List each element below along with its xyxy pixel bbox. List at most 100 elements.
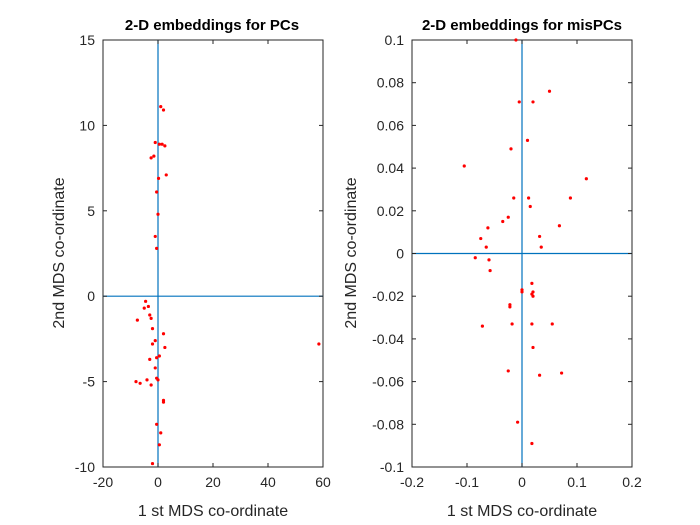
data-point bbox=[539, 245, 543, 249]
y-tick-label: 10 bbox=[79, 117, 95, 133]
data-point bbox=[317, 342, 321, 346]
data-point bbox=[153, 234, 157, 239]
y-tick-label: -0.02 bbox=[372, 288, 404, 304]
data-point bbox=[514, 38, 518, 42]
data-point bbox=[152, 154, 156, 158]
data-point bbox=[560, 371, 564, 375]
data-point bbox=[538, 373, 542, 377]
data-point bbox=[155, 190, 159, 194]
data-point bbox=[163, 345, 167, 350]
data-point bbox=[510, 322, 514, 326]
x-tick-label: -20 bbox=[93, 474, 113, 490]
data-point bbox=[159, 431, 163, 435]
data-point bbox=[527, 196, 531, 200]
data-point bbox=[509, 147, 513, 151]
data-point bbox=[150, 327, 155, 331]
data-point bbox=[520, 290, 524, 294]
y-tick-label: -10 bbox=[75, 459, 95, 475]
data-point bbox=[531, 345, 535, 350]
data-point bbox=[149, 316, 153, 321]
axis-ticks: -20 0 20 40 60 -10 -5 0 5 10 15 bbox=[75, 32, 331, 490]
y-tick-label: -5 bbox=[83, 374, 96, 390]
data-point bbox=[144, 299, 148, 303]
data-point bbox=[161, 332, 166, 336]
data-points bbox=[134, 105, 321, 466]
chart-panel-pcs: 2-D embeddings for PCs -20 0 20 40 60 -10 -5 0 5… bbox=[51, 17, 331, 520]
x-tick-label: 0 bbox=[518, 474, 526, 490]
data-point bbox=[517, 100, 521, 104]
data-point bbox=[163, 144, 167, 148]
x-tick-label: 0 bbox=[154, 474, 162, 490]
data-point bbox=[155, 356, 159, 360]
x-tick-label: -0.2 bbox=[400, 474, 424, 490]
data-point bbox=[153, 140, 157, 145]
x-axis-label: 1 st MDS co-ordinate bbox=[447, 503, 597, 520]
y-tick-label: 0.1 bbox=[385, 32, 405, 48]
data-point bbox=[148, 313, 152, 317]
data-point bbox=[462, 164, 466, 168]
data-point bbox=[506, 369, 510, 373]
data-point bbox=[547, 89, 552, 93]
data-point bbox=[538, 234, 542, 239]
x-tick-label: 40 bbox=[260, 474, 276, 490]
data-points bbox=[462, 38, 588, 446]
x-tick-label: 20 bbox=[205, 474, 221, 490]
data-point bbox=[164, 173, 168, 177]
y-tick-label: 0.08 bbox=[377, 75, 404, 91]
data-point bbox=[153, 366, 157, 370]
data-point bbox=[525, 138, 530, 142]
data-point bbox=[159, 105, 163, 109]
y-tick-label: 0.06 bbox=[377, 117, 404, 133]
data-point bbox=[473, 256, 477, 260]
data-point bbox=[550, 322, 554, 326]
data-point bbox=[135, 318, 139, 322]
data-point bbox=[145, 378, 149, 382]
data-point bbox=[156, 212, 160, 216]
data-point bbox=[480, 324, 484, 328]
data-point bbox=[506, 215, 510, 219]
data-point bbox=[157, 354, 161, 358]
data-point bbox=[156, 176, 161, 180]
data-point bbox=[157, 443, 161, 447]
x-tick-label: 60 bbox=[315, 474, 331, 490]
data-point bbox=[161, 108, 166, 112]
y-tick-label: 0.04 bbox=[377, 160, 404, 176]
x-axis-label: 1 st MDS co-ordinate bbox=[138, 503, 288, 520]
y-tick-label: -0.04 bbox=[372, 331, 404, 347]
data-point bbox=[153, 339, 157, 343]
y-tick-label: -0.08 bbox=[372, 416, 404, 432]
x-tick-label: 0.2 bbox=[622, 474, 642, 490]
chart-title: 2-D embeddings for misPCs bbox=[422, 17, 622, 34]
data-point bbox=[487, 258, 491, 262]
data-point bbox=[530, 322, 534, 326]
data-point bbox=[149, 383, 153, 387]
axis-ticks: -0.2 -0.1 0 0.1 0.2-0.1-0.08-0.06-0.04-0.020… bbox=[372, 32, 642, 490]
x-tick-label: 0.1 bbox=[567, 474, 587, 490]
data-point bbox=[530, 281, 534, 285]
reference-lines bbox=[412, 40, 632, 467]
data-point bbox=[557, 224, 562, 228]
data-point bbox=[484, 245, 488, 249]
chart-title: 2-D embeddings for PCs bbox=[125, 17, 299, 34]
data-point bbox=[584, 177, 588, 181]
y-axis-label: 2nd MDS co-ordinate bbox=[343, 177, 360, 328]
y-tick-label: -0.06 bbox=[372, 374, 404, 390]
data-point bbox=[479, 236, 483, 241]
data-point bbox=[155, 422, 159, 426]
data-point bbox=[146, 304, 150, 309]
data-point bbox=[486, 226, 490, 230]
data-point bbox=[530, 441, 534, 446]
data-point bbox=[488, 268, 492, 273]
data-point bbox=[508, 303, 512, 307]
data-point bbox=[516, 420, 520, 424]
data-point bbox=[160, 142, 164, 146]
y-tick-label: -0.1 bbox=[380, 459, 404, 475]
y-axis-label: 2nd MDS co-ordinate bbox=[51, 177, 68, 328]
data-point bbox=[157, 142, 161, 146]
data-point bbox=[142, 306, 146, 310]
data-point bbox=[148, 357, 152, 361]
data-point bbox=[155, 246, 159, 250]
data-point bbox=[150, 342, 155, 346]
